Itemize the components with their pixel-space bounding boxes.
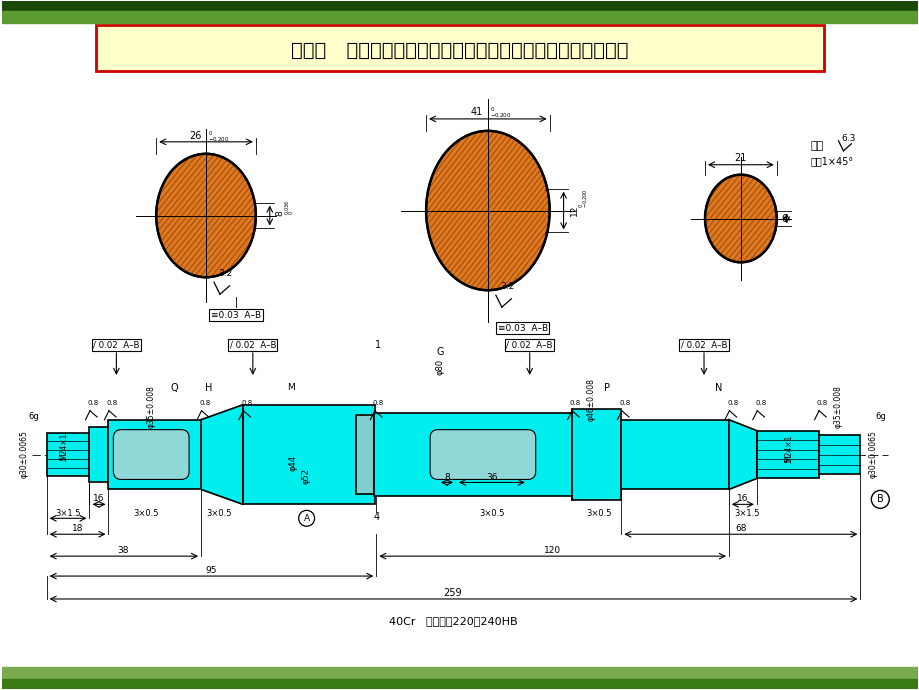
Text: 任务一   制订传动轴零件的工艺规程，分析轴类零件的工艺工装: 任务一 制订传动轴零件的工艺规程，分析轴类零件的工艺工装	[291, 41, 628, 60]
Text: H: H	[205, 383, 212, 393]
Text: 3.2: 3.2	[218, 269, 232, 278]
Text: φ35±0.008: φ35±0.008	[833, 385, 842, 428]
Text: φ80: φ80	[435, 359, 444, 375]
Text: 0.8: 0.8	[107, 400, 118, 406]
Text: 3×0.5: 3×0.5	[586, 509, 611, 518]
Text: Q: Q	[170, 383, 177, 393]
Text: .5: .5	[59, 455, 68, 462]
Text: 其余: 其余	[810, 141, 823, 151]
Text: 4: 4	[373, 512, 379, 522]
Text: 0.8: 0.8	[241, 400, 252, 406]
Text: φ30±0.0065: φ30±0.0065	[868, 431, 877, 478]
Text: 40Cr   调质处理220～240HB: 40Cr 调质处理220～240HB	[389, 616, 516, 626]
Text: $^{0.036}_{0}$: $^{0.036}_{0}$	[283, 199, 297, 215]
Text: $^{0}_{-0.200}$: $^{0}_{-0.200}$	[577, 189, 590, 208]
Bar	[374, 413, 571, 496]
Text: .5: .5	[783, 457, 792, 464]
FancyBboxPatch shape	[430, 430, 535, 480]
Text: 259: 259	[443, 588, 462, 598]
Text: φ44: φ44	[288, 455, 297, 471]
Text: 18: 18	[72, 524, 84, 533]
Text: 26: 26	[189, 131, 202, 141]
Text: φ46±0.008: φ46±0.008	[586, 378, 596, 421]
Text: 0.8: 0.8	[619, 400, 630, 406]
Bar	[571, 408, 620, 500]
Text: M24×1: M24×1	[59, 433, 68, 460]
Text: 6g: 6g	[28, 412, 39, 421]
Text: / 0.02  A–B: / 0.02 A–B	[506, 340, 552, 350]
Text: 3×0.5: 3×0.5	[479, 509, 505, 518]
Text: 68: 68	[734, 524, 746, 533]
FancyBboxPatch shape	[96, 26, 823, 71]
Bar	[356, 415, 374, 495]
FancyBboxPatch shape	[113, 430, 189, 480]
Text: 36: 36	[485, 473, 497, 482]
Text: 95: 95	[205, 566, 217, 575]
Text: 1: 1	[375, 340, 381, 350]
Text: $^{0}_{-0.200}$: $^{0}_{-0.200}$	[208, 130, 229, 144]
Text: 0.8: 0.8	[727, 400, 738, 406]
Text: $^{0}_{-0.200}$: $^{0}_{-0.200}$	[489, 106, 511, 120]
Text: 12: 12	[569, 205, 578, 216]
Text: ≡0.03  A–B: ≡0.03 A–B	[497, 324, 547, 333]
Text: 3×0.5: 3×0.5	[206, 509, 232, 518]
Text: 6.3: 6.3	[841, 135, 855, 144]
Text: 0.8: 0.8	[816, 400, 827, 406]
Ellipse shape	[425, 131, 549, 290]
Text: N: N	[714, 383, 721, 393]
Bar	[2, 679, 917, 689]
Ellipse shape	[299, 511, 314, 526]
Polygon shape	[728, 420, 756, 489]
Text: / 0.02  A–B: / 0.02 A–B	[230, 340, 276, 350]
Text: 21: 21	[734, 152, 746, 163]
Bar	[89, 426, 108, 482]
Text: M: M	[287, 384, 294, 393]
Bar	[47, 433, 89, 477]
Text: 8: 8	[276, 210, 285, 217]
Text: 16: 16	[93, 494, 104, 503]
Text: 3.2: 3.2	[499, 282, 514, 291]
Bar	[818, 435, 859, 475]
Text: 8: 8	[444, 473, 449, 482]
Bar	[2, 1, 917, 11]
Text: φ35±0.008: φ35±0.008	[147, 385, 155, 428]
Text: ≡0.03  A–B: ≡0.03 A–B	[210, 310, 261, 319]
Text: 38: 38	[118, 546, 129, 555]
Bar	[108, 420, 201, 489]
Polygon shape	[201, 405, 243, 504]
Text: 0.8: 0.8	[754, 400, 766, 406]
Text: 0.8: 0.8	[372, 400, 383, 406]
Text: φ52: φ52	[301, 469, 310, 484]
Text: B: B	[876, 494, 883, 504]
Text: 0.8: 0.8	[569, 400, 581, 406]
Bar	[756, 431, 818, 478]
Ellipse shape	[704, 175, 776, 262]
Text: G: G	[436, 347, 443, 357]
Bar	[2, 11, 917, 23]
Text: M24×1: M24×1	[783, 435, 792, 462]
Text: 120: 120	[543, 546, 561, 555]
Text: 3×1.5: 3×1.5	[55, 509, 80, 518]
Text: / 0.02  A–B: / 0.02 A–B	[680, 340, 727, 350]
Bar	[620, 420, 728, 489]
Text: 16: 16	[736, 494, 748, 503]
Text: φ30±0.0065: φ30±0.0065	[19, 431, 28, 478]
Ellipse shape	[156, 154, 255, 277]
Ellipse shape	[870, 491, 889, 509]
Text: 3×0.5: 3×0.5	[133, 509, 159, 518]
Text: 0.8: 0.8	[199, 400, 210, 406]
Text: A: A	[303, 514, 310, 523]
Text: 41: 41	[471, 107, 482, 117]
Text: 3×1.5: 3×1.5	[733, 509, 759, 518]
Text: P: P	[604, 383, 609, 393]
Bar	[243, 405, 375, 504]
Text: 0.8: 0.8	[87, 400, 99, 406]
Bar	[2, 667, 917, 679]
Text: 倒角1×45°: 倒角1×45°	[810, 156, 853, 166]
Text: 6: 6	[781, 213, 787, 224]
Text: 6g: 6g	[874, 412, 885, 421]
Text: / 0.02  A–B: / 0.02 A–B	[93, 340, 140, 350]
